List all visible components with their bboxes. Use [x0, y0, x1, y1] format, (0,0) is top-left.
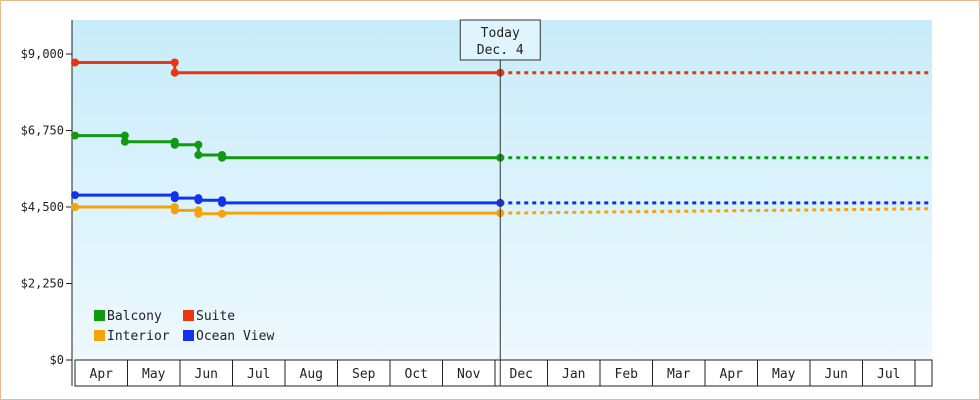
y-axis: $0 $2,250 $4,500 $6,750 $9,000	[21, 20, 73, 386]
x-tick-label: Oct	[405, 367, 428, 382]
x-tick-label: Nov	[457, 367, 481, 382]
legend: Balcony Suite Interior Ocean View	[94, 309, 274, 344]
legend-swatch-interior	[94, 330, 105, 341]
y-tick-label: $2,250	[21, 277, 64, 291]
x-tick-label: May	[142, 367, 166, 382]
today-label: Today	[481, 26, 520, 41]
legend-swatch-ocean-view	[183, 330, 194, 341]
data-point-interior[interactable]	[71, 203, 79, 211]
legend-label-balcony: Balcony	[107, 309, 162, 324]
data-point-balcony[interactable]	[120, 137, 129, 146]
data-point-ocean-view[interactable]	[218, 198, 226, 207]
x-tick-label: Jun	[825, 367, 848, 382]
legend-swatch-suite	[183, 310, 194, 321]
y-tick-label: $9,000	[21, 47, 64, 61]
legend-label-interior: Interior	[107, 329, 170, 344]
x-tick-label: Jan	[562, 367, 585, 382]
today-marker: Today Dec. 4	[459, 19, 541, 386]
x-tick-label: Jul	[877, 367, 900, 382]
data-point-balcony[interactable]	[194, 150, 203, 159]
today-date: Dec. 4	[477, 43, 524, 58]
data-point-suite[interactable]	[71, 58, 79, 67]
x-axis: Apr May Jun Jul Aug Sep Oct Nov Dec Jan Feb Mar Apr M…	[74, 359, 933, 387]
data-point-ocean-view[interactable]	[194, 196, 203, 205]
data-point-balcony[interactable]	[194, 140, 203, 149]
x-axis-strip	[74, 359, 933, 387]
x-tick-label: Jun	[195, 367, 218, 382]
data-point-balcony[interactable]	[120, 131, 129, 140]
data-point-balcony[interactable]	[170, 140, 179, 149]
legend-label-ocean-view: Ocean View	[196, 329, 274, 344]
x-tick-label: Feb	[615, 367, 639, 382]
data-point-balcony[interactable]	[218, 153, 226, 162]
series-line-suite	[75, 61, 501, 75]
plot-area	[72, 20, 932, 360]
data-point-ocean-view[interactable]	[71, 191, 79, 200]
data-point-interior[interactable]	[218, 209, 226, 218]
legend-label-suite: Suite	[196, 309, 235, 324]
today-label-box	[459, 19, 541, 61]
x-tick-label: Apr	[90, 367, 114, 382]
legend-swatch-balcony	[94, 310, 105, 321]
x-tick-label: Aug	[300, 367, 323, 382]
data-point-interior[interactable]	[194, 209, 203, 218]
series-lines	[71, 58, 505, 218]
data-point-suite[interactable]	[170, 68, 179, 77]
x-tick-label: Apr	[720, 367, 744, 382]
x-tick-label: Sep	[352, 367, 376, 382]
x-tick-label: May	[772, 367, 796, 382]
data-point-suite[interactable]	[170, 58, 179, 67]
data-point-balcony[interactable]	[71, 131, 79, 140]
data-point-ocean-view[interactable]	[170, 194, 179, 203]
x-tick-label: Mar	[667, 367, 691, 382]
y-tick-label: $6,750	[21, 124, 64, 138]
data-point-interior[interactable]	[170, 206, 179, 215]
y-tick-label: $0	[50, 353, 64, 367]
x-tick-label: Jul	[247, 367, 270, 382]
y-tick-label: $4,500	[21, 200, 64, 214]
x-tick-label: Dec	[510, 367, 533, 382]
